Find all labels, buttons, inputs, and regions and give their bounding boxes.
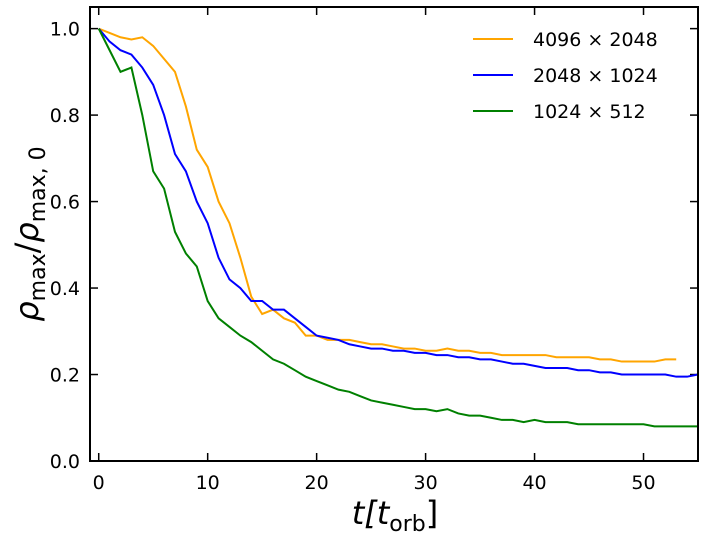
x-label-part: t[ <box>352 494 379 532</box>
x-label-part: orb <box>389 512 425 535</box>
y-label-part: / <box>8 242 46 253</box>
y-label-part: max, 0 <box>26 146 51 222</box>
series-line <box>98 27 677 363</box>
y-tick-label: 0.4 <box>50 278 80 300</box>
y-label-part: ρ <box>8 222 46 242</box>
y-label-part: ρ <box>8 301 46 321</box>
x-label-part: ] <box>426 494 438 532</box>
x-label-part: t <box>377 494 391 532</box>
y-tick-label: 1.0 <box>50 19 80 41</box>
x-tick-label: 0 <box>93 472 105 494</box>
y-tick-label: 0.2 <box>50 365 80 387</box>
legend-label: 4096 × 2048 <box>533 29 658 51</box>
x-axis-label: t[torb] <box>352 494 439 535</box>
series-line <box>97 28 698 428</box>
y-tick-label: 0.6 <box>50 192 80 214</box>
x-tick-label: 50 <box>631 472 655 494</box>
legend-label: 1024 × 512 <box>533 101 646 123</box>
legend-label: 2048 × 1024 <box>533 65 658 87</box>
y-tick-label: 0.0 <box>50 451 80 473</box>
x-tick-label: 30 <box>414 472 438 494</box>
x-tick-label: 10 <box>196 472 220 494</box>
y-label-part: max <box>26 253 51 301</box>
y-tick-label: 0.8 <box>50 105 80 127</box>
y-axis-label: ρmax/ρmax, 0 <box>8 146 51 321</box>
x-tick-label: 40 <box>522 472 546 494</box>
x-tick-label: 20 <box>305 472 329 494</box>
plot-frame <box>89 6 699 462</box>
series-line <box>97 27 699 378</box>
